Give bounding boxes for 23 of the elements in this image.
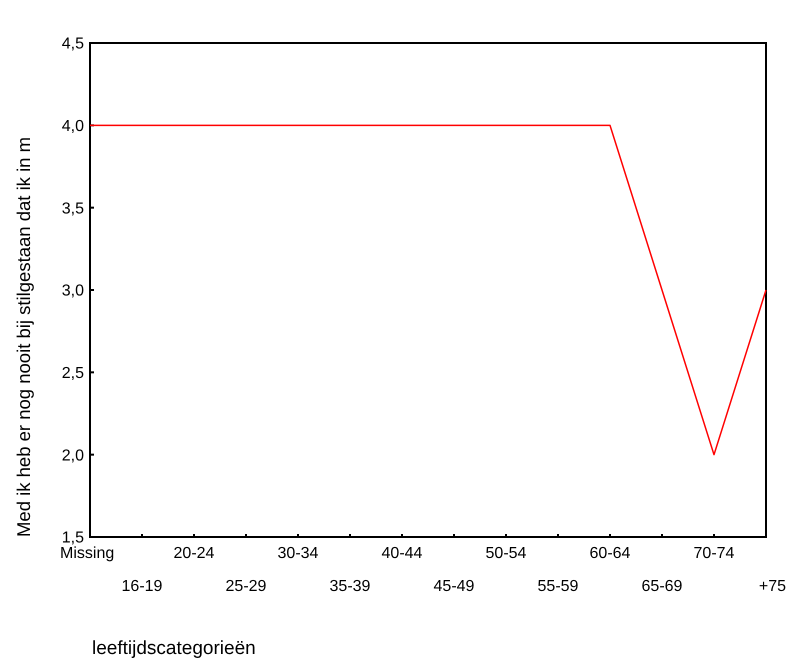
y-tick-label: 1,5 — [62, 530, 84, 547]
y-tick-label: 2,0 — [62, 447, 84, 464]
x-tick-label: +75 — [758, 578, 786, 595]
y-tick-label: 2,5 — [62, 364, 84, 382]
y-tick-label: 4,0 — [62, 118, 84, 135]
x-tick-label: 40-44 — [382, 545, 423, 562]
x-tick-label: 16-19 — [122, 578, 163, 595]
x-tick-label: 35-39 — [330, 578, 371, 595]
x-tick-label: 30-34 — [278, 545, 319, 562]
y-axis-title: Med ik heb er nog nooit bij stilgestaan dat ik in m — [13, 136, 34, 537]
x-tick-label: 70-74 — [694, 545, 735, 562]
x-tick-label: 45-49 — [434, 578, 475, 595]
x-tick-label: Missing — [60, 545, 114, 562]
x-tick-label: 20-24 — [174, 545, 215, 562]
x-tick-label: 60-64 — [590, 545, 631, 562]
x-tick-label: 25-29 — [226, 578, 267, 595]
x-axis-title: leeftijdscategorieën — [92, 638, 256, 659]
y-tick-label: 4,5 — [62, 36, 84, 53]
x-tick-label: 50-54 — [486, 545, 527, 562]
x-tick-label: 55-59 — [538, 578, 579, 595]
x-tick-label: 65-69 — [642, 578, 683, 595]
y-tick-label: 3,5 — [62, 200, 84, 218]
y-tick-label: 3,0 — [62, 282, 84, 300]
